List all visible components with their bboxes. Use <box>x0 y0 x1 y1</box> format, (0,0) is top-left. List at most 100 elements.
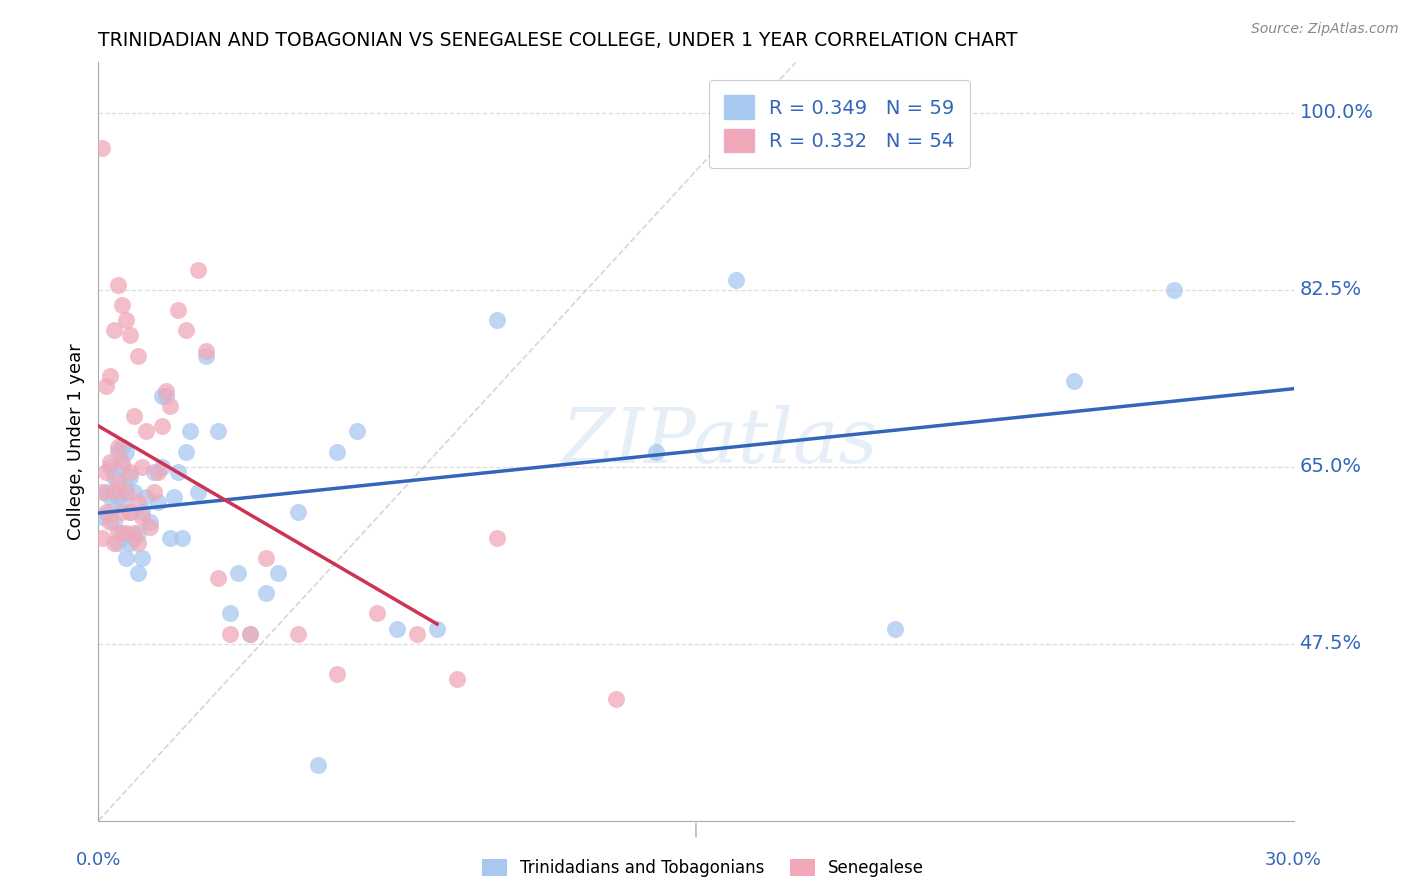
Point <box>120 465 142 479</box>
Text: TRINIDADIAN AND TOBAGONIAN VS SENEGALESE COLLEGE, UNDER 1 YEAR CORRELATION CHART: TRINIDADIAN AND TOBAGONIAN VS SENEGALESE… <box>98 30 1018 50</box>
Point <box>115 313 138 327</box>
Point <box>111 455 134 469</box>
Point <box>174 444 197 458</box>
Point <box>446 672 468 686</box>
Point <box>115 480 138 494</box>
Point <box>219 607 242 621</box>
Point <box>159 399 181 413</box>
Point <box>366 607 388 621</box>
Point <box>195 349 218 363</box>
Point <box>98 368 122 383</box>
Point <box>148 495 170 509</box>
Point <box>98 505 122 519</box>
Point <box>120 505 142 519</box>
Point <box>131 550 153 565</box>
Point <box>115 444 138 458</box>
Text: ZIPatlas: ZIPatlas <box>561 405 879 478</box>
Point <box>267 566 290 580</box>
Point <box>96 379 118 393</box>
Text: 47.5%: 47.5% <box>1299 634 1361 653</box>
Point <box>645 444 668 458</box>
Point <box>254 586 277 600</box>
Point <box>91 510 114 524</box>
Point <box>135 425 157 439</box>
Point <box>207 425 229 439</box>
Point <box>287 626 309 640</box>
Point <box>115 485 138 500</box>
Point <box>254 550 277 565</box>
Point <box>150 419 173 434</box>
Point <box>127 349 149 363</box>
Point <box>724 273 747 287</box>
Point <box>124 485 146 500</box>
Text: Source: ZipAtlas.com: Source: ZipAtlas.com <box>1251 22 1399 37</box>
Point <box>239 626 262 640</box>
Point <box>1163 283 1185 297</box>
Point <box>1063 374 1085 388</box>
Point <box>107 490 129 504</box>
Point <box>120 328 142 343</box>
Point <box>287 505 309 519</box>
Point <box>326 667 349 681</box>
Point <box>103 323 125 337</box>
Point <box>107 277 129 292</box>
Point <box>139 520 162 534</box>
Point <box>98 490 122 504</box>
Point <box>107 475 129 489</box>
Point <box>127 525 149 540</box>
Point <box>98 455 122 469</box>
Point <box>150 389 173 403</box>
Point <box>96 465 118 479</box>
Point <box>226 566 249 580</box>
Point <box>127 566 149 580</box>
Text: 65.0%: 65.0% <box>1299 458 1361 476</box>
Point <box>124 525 146 540</box>
Point <box>107 440 129 454</box>
Point <box>103 485 125 500</box>
Point <box>131 459 153 474</box>
Point <box>884 622 907 636</box>
Point <box>96 505 118 519</box>
Point <box>426 622 449 636</box>
Point <box>346 425 368 439</box>
Text: 82.5%: 82.5% <box>1299 280 1361 300</box>
Point <box>307 758 329 772</box>
Point <box>406 626 429 640</box>
Point <box>120 470 142 484</box>
Text: 0.0%: 0.0% <box>76 851 121 869</box>
Point <box>139 516 162 530</box>
Point <box>135 490 157 504</box>
Point <box>103 535 125 549</box>
Point <box>605 692 627 706</box>
Point <box>143 465 166 479</box>
Point <box>111 298 134 312</box>
Point <box>131 505 153 519</box>
Point <box>115 550 138 565</box>
Point <box>107 535 129 549</box>
Point <box>150 459 173 474</box>
Point <box>124 531 146 545</box>
Point <box>159 531 181 545</box>
Text: 100.0%: 100.0% <box>1299 103 1374 122</box>
Point <box>485 313 508 327</box>
Point <box>195 343 218 358</box>
Point <box>98 516 122 530</box>
Point <box>111 459 134 474</box>
Point <box>174 323 197 337</box>
Point <box>326 444 349 458</box>
Point <box>187 262 209 277</box>
Point <box>127 535 149 549</box>
Point <box>111 525 134 540</box>
Point <box>385 622 409 636</box>
Point <box>115 525 138 540</box>
Point <box>91 531 114 545</box>
Point <box>239 626 262 640</box>
Point <box>167 465 190 479</box>
Point <box>111 495 134 509</box>
Point <box>219 626 242 640</box>
Point <box>148 465 170 479</box>
Legend: R = 0.349   N = 59, R = 0.332   N = 54: R = 0.349 N = 59, R = 0.332 N = 54 <box>709 79 970 168</box>
Point <box>111 440 134 454</box>
Point <box>98 459 122 474</box>
Point <box>127 495 149 509</box>
